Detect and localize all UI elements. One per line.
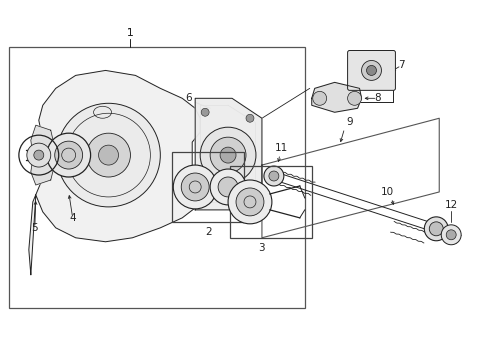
- Circle shape: [347, 91, 361, 105]
- Circle shape: [99, 145, 118, 165]
- Text: 11: 11: [275, 143, 288, 153]
- Circle shape: [201, 191, 209, 199]
- Circle shape: [264, 166, 283, 186]
- Text: 5: 5: [31, 223, 38, 233]
- Bar: [172, 152, 244, 222]
- Circle shape: [268, 171, 278, 181]
- Circle shape: [47, 133, 90, 177]
- Text: 7: 7: [397, 60, 404, 71]
- Circle shape: [428, 222, 442, 236]
- Circle shape: [218, 177, 238, 197]
- Circle shape: [201, 108, 209, 116]
- Polygon shape: [31, 125, 56, 160]
- Bar: [9, 46, 304, 307]
- Polygon shape: [195, 98, 262, 210]
- Circle shape: [86, 133, 130, 177]
- Circle shape: [57, 103, 160, 207]
- Circle shape: [27, 143, 51, 167]
- Text: 1: 1: [127, 28, 134, 37]
- Circle shape: [361, 60, 381, 80]
- Circle shape: [245, 114, 253, 122]
- Circle shape: [220, 147, 236, 163]
- Polygon shape: [31, 152, 56, 185]
- Circle shape: [210, 137, 245, 173]
- Circle shape: [210, 169, 245, 205]
- Bar: [229, 166, 311, 238]
- Circle shape: [236, 188, 264, 216]
- Circle shape: [55, 141, 82, 169]
- Text: 9: 9: [346, 117, 352, 127]
- Circle shape: [312, 91, 326, 105]
- Text: 8: 8: [373, 93, 380, 103]
- Circle shape: [446, 230, 455, 240]
- Circle shape: [181, 173, 209, 201]
- Text: 2: 2: [204, 227, 211, 237]
- FancyBboxPatch shape: [347, 50, 395, 90]
- Circle shape: [424, 217, 447, 241]
- Circle shape: [173, 165, 217, 209]
- Polygon shape: [311, 82, 361, 112]
- Circle shape: [366, 66, 376, 75]
- Text: 10: 10: [380, 187, 393, 197]
- Polygon shape: [29, 71, 200, 275]
- Text: 6: 6: [184, 93, 191, 103]
- Text: 1: 1: [127, 28, 134, 37]
- Text: 12: 12: [444, 200, 457, 210]
- Circle shape: [200, 127, 255, 183]
- Circle shape: [227, 180, 271, 224]
- Text: 3: 3: [258, 243, 264, 253]
- Circle shape: [440, 225, 460, 245]
- Circle shape: [34, 150, 44, 160]
- Text: 4: 4: [69, 213, 76, 223]
- Circle shape: [245, 188, 253, 196]
